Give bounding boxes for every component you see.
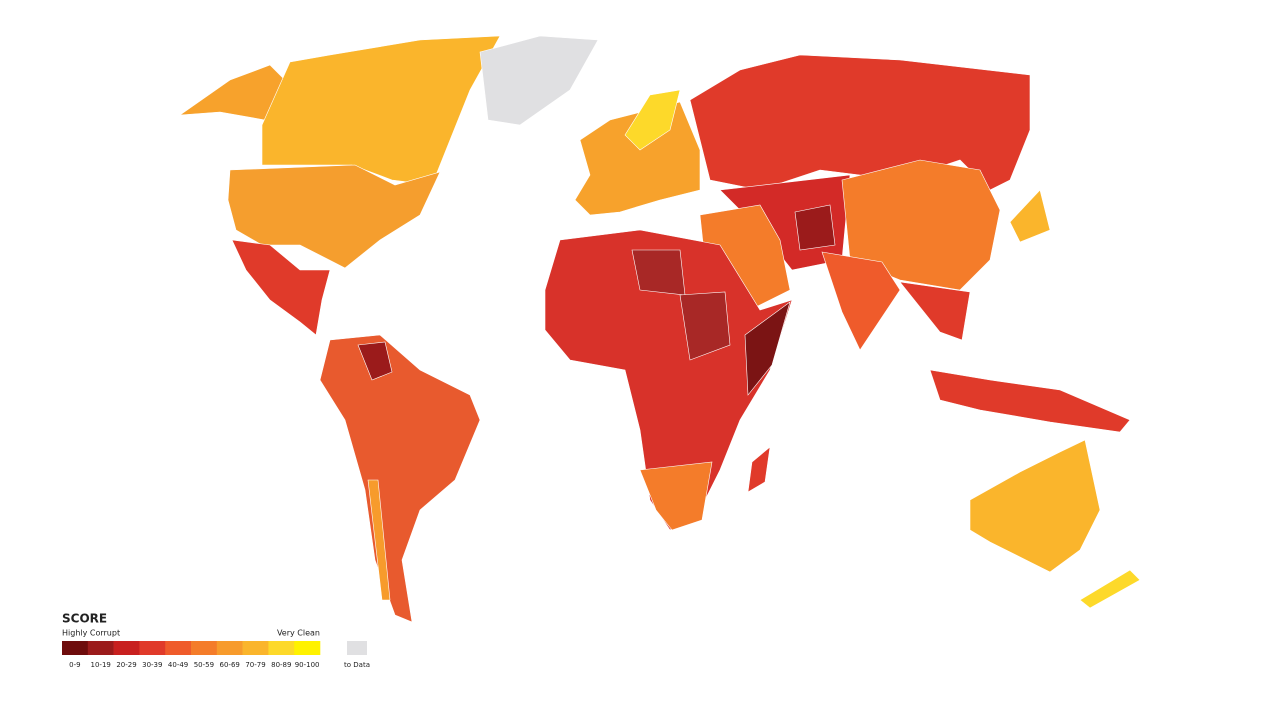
greenland bbox=[479, 35, 599, 126]
scandinavia bbox=[624, 89, 681, 151]
madagascar bbox=[747, 446, 771, 493]
afghanistan bbox=[794, 204, 836, 251]
legend-low-label: Highly Corrupt bbox=[62, 629, 120, 638]
legend-bin-label: 0-9 bbox=[69, 661, 80, 669]
legend-swatch bbox=[62, 641, 89, 655]
legend-bin-label: 50-59 bbox=[194, 661, 214, 669]
sudan bbox=[679, 291, 731, 361]
legend-bin-label: 90-100 bbox=[295, 661, 320, 669]
legend-swatch bbox=[139, 641, 166, 655]
australia bbox=[969, 439, 1101, 573]
legend-bin-label: 20-29 bbox=[116, 661, 136, 669]
southern-africa bbox=[639, 461, 713, 531]
legend-high-label: Very Clean bbox=[277, 629, 320, 638]
libya bbox=[631, 249, 686, 296]
usa bbox=[227, 164, 441, 269]
japan bbox=[1009, 189, 1051, 243]
legend: SCORE Highly Corrupt Very Clean 0-9 10-19… bbox=[62, 612, 370, 669]
somalia bbox=[744, 301, 791, 396]
legend-title: SCORE bbox=[62, 612, 107, 626]
venezuela bbox=[357, 341, 393, 381]
legend-bin-label: 30-39 bbox=[142, 661, 162, 669]
legend-swatch bbox=[216, 641, 243, 655]
legend-swatch bbox=[113, 641, 140, 655]
indonesia bbox=[929, 369, 1131, 433]
world-map bbox=[178, 35, 1141, 623]
legend-bin-label: 80-89 bbox=[271, 661, 291, 669]
legend-swatch bbox=[165, 641, 192, 655]
legend-swatch bbox=[294, 641, 321, 655]
legend-no-data-label: to Data bbox=[344, 661, 370, 669]
legend-bin-label: 40-49 bbox=[168, 661, 188, 669]
legend-bin-label: 70-79 bbox=[245, 661, 265, 669]
chile bbox=[367, 479, 391, 601]
legend-swatch bbox=[268, 641, 295, 655]
legend-no-data-swatch bbox=[347, 641, 367, 655]
southeast-asia bbox=[899, 281, 971, 341]
canada bbox=[261, 35, 501, 186]
legend-swatch bbox=[191, 641, 218, 655]
legend-bin-label: 60-69 bbox=[220, 661, 240, 669]
new-zealand bbox=[1079, 569, 1141, 609]
india bbox=[821, 251, 901, 351]
south-america bbox=[319, 334, 481, 623]
legend-swatch bbox=[242, 641, 269, 655]
legend-swatch bbox=[87, 641, 114, 655]
central-america bbox=[231, 239, 331, 336]
legend-bin-label: 10-19 bbox=[91, 661, 111, 669]
